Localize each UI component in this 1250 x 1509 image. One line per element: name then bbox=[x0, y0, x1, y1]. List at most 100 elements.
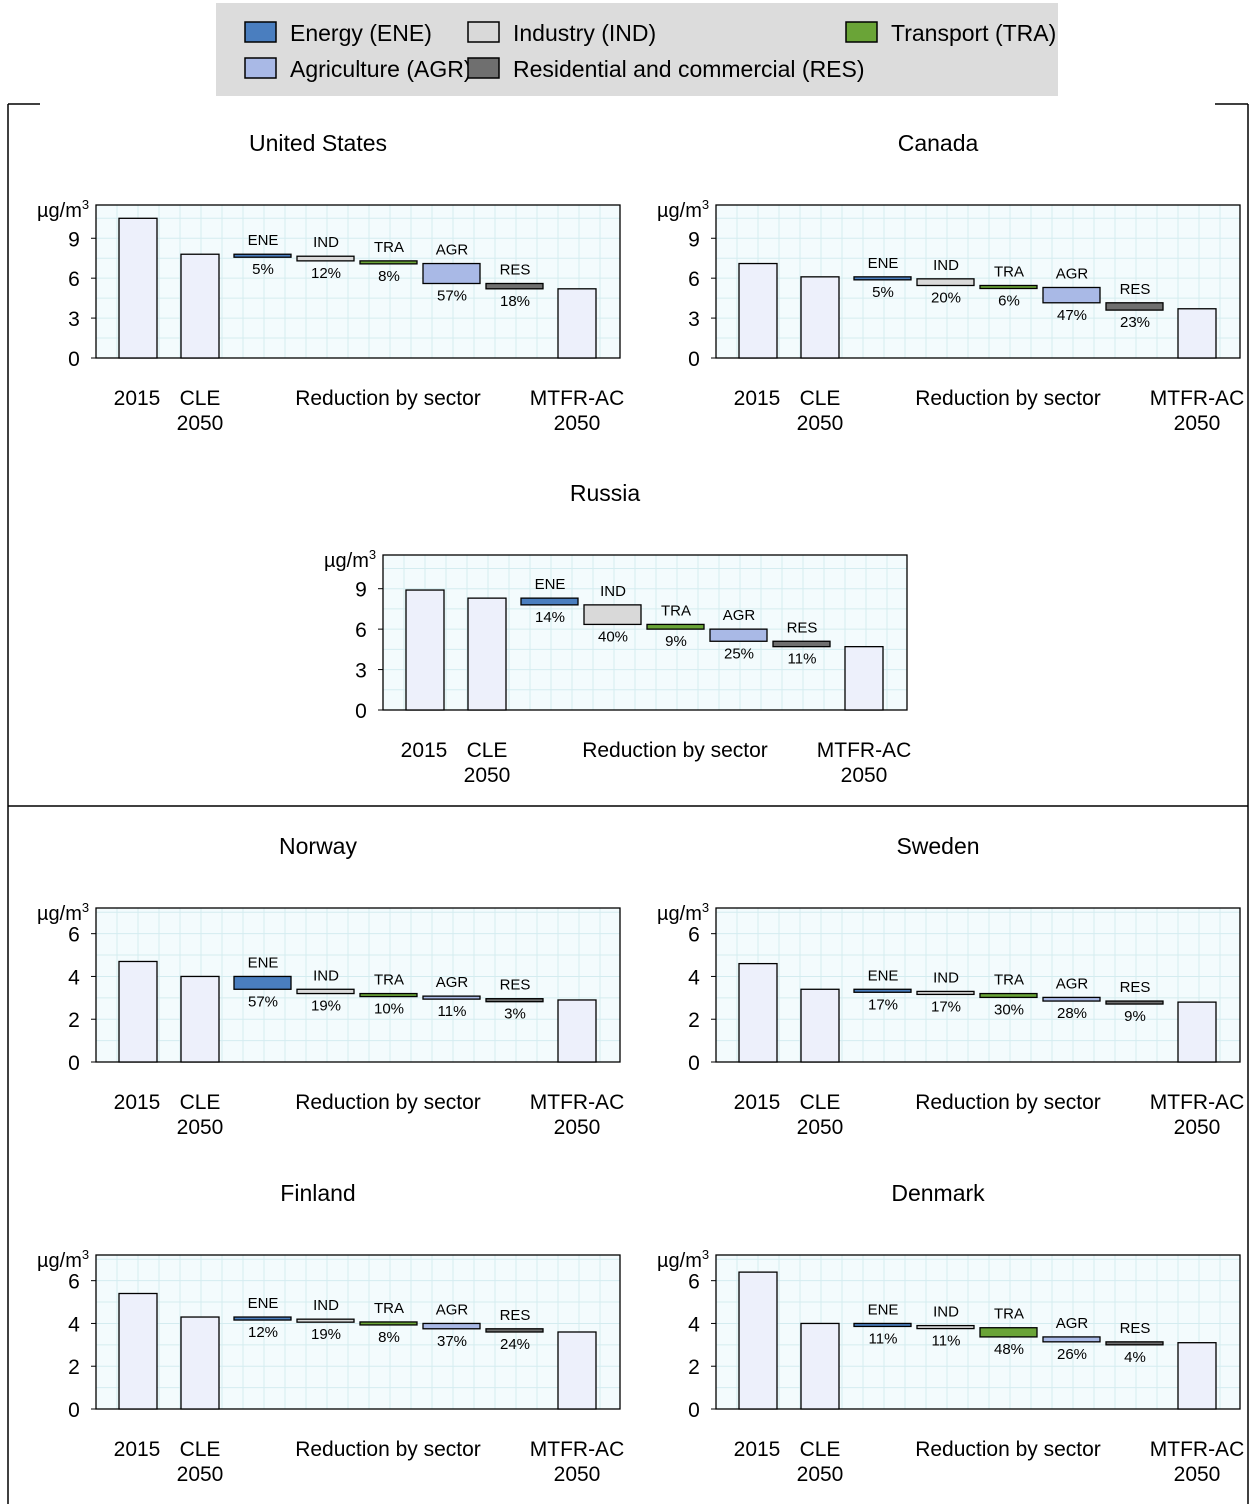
x-label-mtfr-ac-year: 2050 bbox=[1174, 1116, 1221, 1139]
sector-bar-ene bbox=[233, 1316, 292, 1321]
sector-code-label-tra: TRA bbox=[661, 602, 691, 619]
sector-bar-ene bbox=[233, 975, 292, 990]
y-tick-label: 6 bbox=[688, 268, 700, 291]
sector-bar-ene bbox=[853, 1322, 912, 1328]
sector-pct-label-ind: 19% bbox=[311, 998, 341, 1015]
sector-pct-label-tra: 48% bbox=[994, 1341, 1024, 1358]
y-axis-label: µg/m3 bbox=[657, 197, 709, 222]
y-axis-label: µg/m3 bbox=[37, 197, 89, 222]
sector-code-label-ind: IND bbox=[313, 234, 339, 251]
sector-pct-label-tra: 8% bbox=[378, 268, 400, 285]
plot-area bbox=[96, 205, 620, 358]
legend-item-res: Residential and commercial (RES) bbox=[467, 56, 865, 82]
sector-pct-label-res: 18% bbox=[500, 293, 530, 310]
sector-pct-label-ene: 5% bbox=[872, 284, 894, 301]
bar-cle-2050 bbox=[800, 1322, 840, 1410]
panel-frame bbox=[7, 103, 1249, 1504]
y-tick-label: 2 bbox=[688, 1356, 700, 1379]
y-tick-label: 0 bbox=[688, 1399, 700, 1422]
sector-code-label-tra: TRA bbox=[994, 972, 1024, 989]
x-label-mtfr-ac-year: 2050 bbox=[841, 764, 888, 787]
y-tick-label: 4 bbox=[68, 966, 80, 989]
sector-code-label-res: RES bbox=[500, 261, 531, 278]
sector-bar-ene bbox=[233, 253, 292, 258]
x-label-reduction-by-sector: Reduction by sector bbox=[915, 387, 1101, 410]
chart-norway: Norway 0 2 4 6µg/m3 ENE 57% IND 19% TRA 10% AGR 11% R… bbox=[37, 833, 624, 1139]
sector-pct-label-ene: 17% bbox=[868, 996, 898, 1013]
x-label-2015: 2015 bbox=[734, 1438, 781, 1461]
y-tick-label: 3 bbox=[68, 308, 80, 331]
bar-2015 bbox=[738, 962, 778, 1063]
sector-bar-res bbox=[1105, 302, 1164, 311]
sector-bar-agr bbox=[709, 628, 768, 642]
sector-pct-label-tra: 30% bbox=[994, 1001, 1024, 1018]
sector-pct-label-ene: 12% bbox=[248, 1324, 278, 1341]
x-label-mtfr-ac: MTFR-AC bbox=[817, 739, 911, 762]
sector-code-label-agr: AGR bbox=[1056, 1315, 1089, 1332]
sector-bar-tra bbox=[979, 284, 1038, 290]
y-tick-label: 4 bbox=[68, 1313, 80, 1336]
x-label-cle: CLE bbox=[180, 1091, 221, 1114]
plot-area bbox=[716, 205, 1240, 358]
legend-swatch-ene bbox=[244, 21, 277, 43]
sector-bar-tra bbox=[979, 1327, 1038, 1338]
x-label-2015: 2015 bbox=[114, 1091, 161, 1114]
x-label-2015: 2015 bbox=[114, 1438, 161, 1461]
sector-code-label-tra: TRA bbox=[994, 1306, 1024, 1323]
bar-2015 bbox=[118, 1292, 158, 1410]
sector-bar-tra bbox=[979, 992, 1038, 999]
sector-code-label-ene: ENE bbox=[868, 967, 899, 984]
bar-cle-2050 bbox=[467, 597, 507, 711]
sector-pct-label-ind: 19% bbox=[311, 1326, 341, 1343]
y-axis-label: µg/m3 bbox=[324, 547, 376, 572]
sector-code-label-ene: ENE bbox=[868, 255, 899, 272]
sector-code-label-ind: IND bbox=[313, 1297, 339, 1314]
y-tick-label: 2 bbox=[688, 1009, 700, 1032]
sector-pct-label-tra: 6% bbox=[998, 292, 1020, 309]
sector-code-label-agr: AGR bbox=[1056, 975, 1089, 992]
y-tick-label: 3 bbox=[355, 660, 367, 683]
x-label-cle-year: 2050 bbox=[797, 412, 844, 435]
y-tick-label: 0 bbox=[68, 1399, 80, 1422]
sector-pct-label-agr: 47% bbox=[1057, 307, 1087, 324]
y-tick-label: 2 bbox=[68, 1356, 80, 1379]
sector-bar-agr bbox=[422, 1322, 481, 1330]
y-tick-label: 4 bbox=[688, 966, 700, 989]
x-label-mtfr-ac-year: 2050 bbox=[554, 412, 601, 435]
sector-bar-ind bbox=[916, 278, 975, 287]
chart-title: Denmark bbox=[891, 1180, 985, 1206]
y-tick-label: 9 bbox=[355, 579, 367, 602]
bar-mtfr-ac-2050 bbox=[1177, 1001, 1217, 1063]
y-axis-label-superscript: 3 bbox=[82, 900, 89, 915]
y-axis-label-superscript: 3 bbox=[702, 900, 709, 915]
legend-label-agr: Agriculture (AGR) bbox=[290, 56, 471, 82]
legend-item-agr: Agriculture (AGR) bbox=[244, 56, 471, 82]
x-label-reduction-by-sector: Reduction by sector bbox=[295, 1091, 481, 1114]
chart-russia: Russia 0 3 6 9 µg/m3 ENE 14% IND 40% TRA 9% AGR 25% RE… bbox=[324, 480, 911, 787]
y-axis-label: µg/m3 bbox=[37, 1247, 89, 1272]
sector-bar-ind bbox=[296, 255, 355, 262]
chart-united-states: United States 0 3 6 9 µg/m3 ENE 5% IND 12% TRA 8% AG… bbox=[37, 130, 624, 435]
legend-item-ind: Industry (IND) bbox=[467, 20, 656, 46]
gridlines bbox=[716, 908, 1240, 1062]
sector-bar-tra bbox=[359, 992, 418, 998]
x-label-2015: 2015 bbox=[401, 739, 448, 762]
sector-code-label-tra: TRA bbox=[374, 1300, 404, 1317]
x-label-cle: CLE bbox=[467, 739, 508, 762]
y-axis-label-superscript: 3 bbox=[369, 547, 376, 562]
sector-code-label-ind: IND bbox=[600, 583, 626, 600]
x-label-cle-year: 2050 bbox=[177, 1463, 224, 1486]
chart-title: Norway bbox=[279, 833, 357, 859]
legend-item-ene: Energy (ENE) bbox=[244, 20, 432, 46]
y-axis-label: µg/m3 bbox=[657, 900, 709, 925]
bar-2015 bbox=[405, 589, 445, 711]
sector-bar-res bbox=[485, 282, 544, 290]
plot-border bbox=[95, 907, 621, 1063]
sector-pct-label-tra: 8% bbox=[378, 1329, 400, 1346]
bar-cle-2050 bbox=[180, 1316, 220, 1410]
sector-code-label-tra: TRA bbox=[374, 972, 404, 989]
sector-code-label-ene: ENE bbox=[248, 232, 279, 249]
legend: Energy (ENE) Industry (IND) Transport (TRA… bbox=[216, 3, 1058, 96]
sector-pct-label-ind: 12% bbox=[311, 265, 341, 282]
plot-area bbox=[383, 555, 907, 710]
